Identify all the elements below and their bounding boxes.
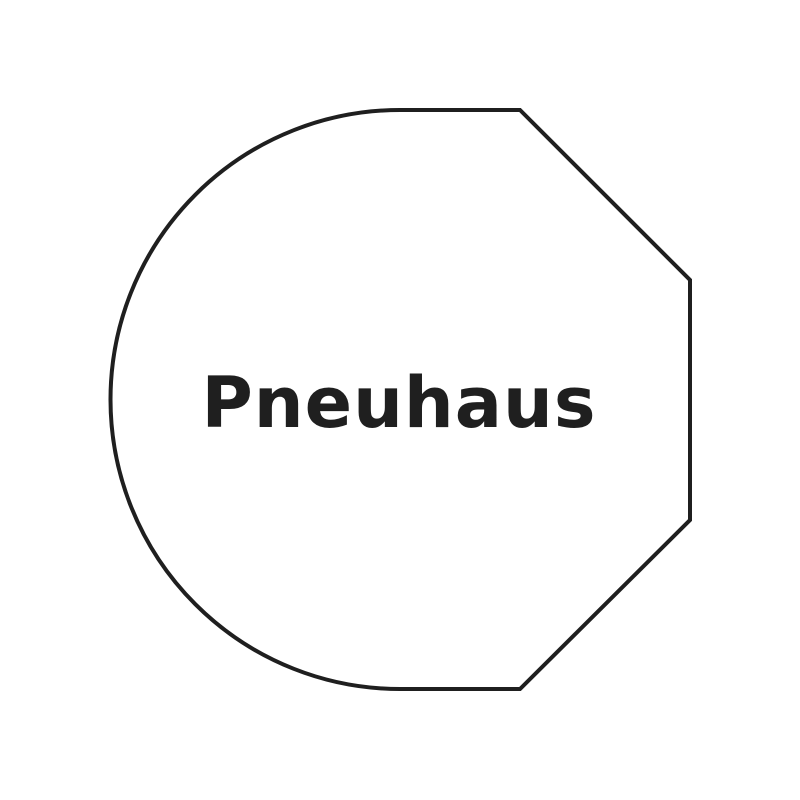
logo-wordmark: Pneuhaus <box>201 362 596 444</box>
logo-outline-shape <box>108 108 692 691</box>
